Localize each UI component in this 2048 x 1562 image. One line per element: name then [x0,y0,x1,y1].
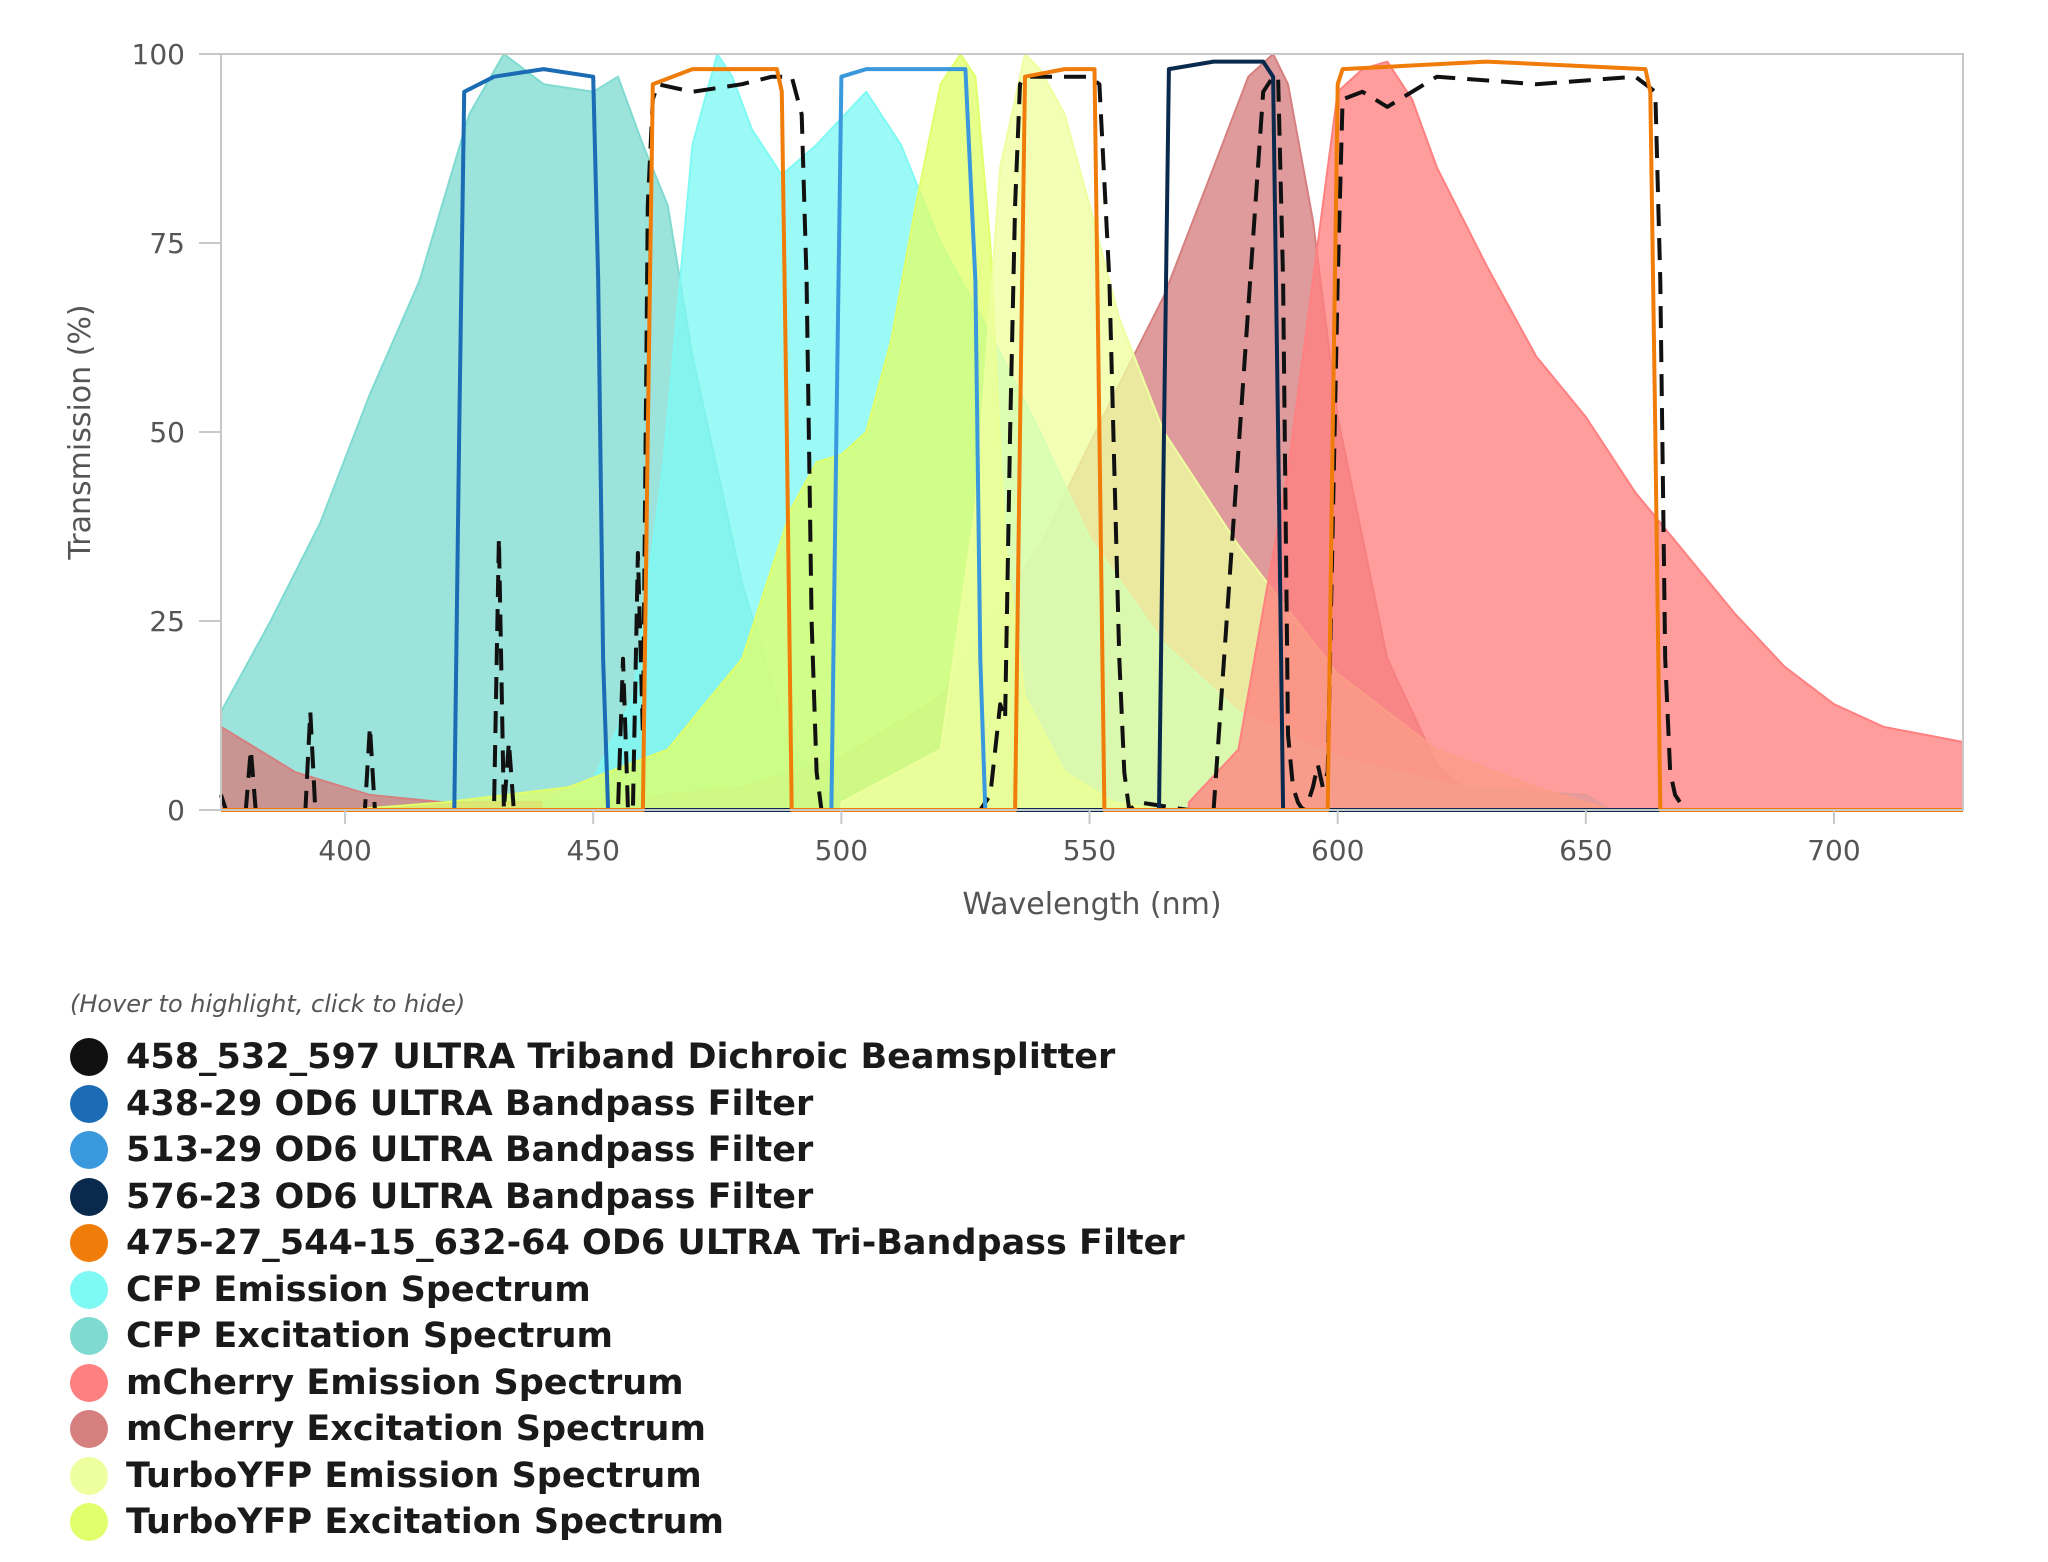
y-tick-label-50: 50 [149,416,185,449]
x-tick-label-700: 700 [1807,834,1860,867]
legend-label: TurboYFP Excitation Spectrum [126,1502,724,1543]
x-tick-label-450: 450 [566,834,619,867]
legend-label: 438-29 OD6 ULTRA Bandpass Filter [126,1083,814,1124]
legend-swatch [70,1456,108,1495]
series-475-27-544-15-632-64-od6-ultra-tri-bandpass-filter[interactable] [221,59,1963,812]
legend-item-475-27-544-15-632-64-od6-ultra-tri-bandpass-filter[interactable]: 475-27_544-15_632-64 OD6 ULTRA Tri-Bandp… [70,1220,1185,1267]
x-axis-title: Wavelength (nm) [962,887,1221,922]
legend-swatch [70,1503,108,1542]
y-tick-label-0: 0 [167,794,185,827]
series-576-23-od6-ultra-bandpass-filter[interactable] [221,59,1963,812]
x-tick-label-650: 650 [1559,834,1612,867]
series-513-29-od6-ultra-bandpass-filter[interactable] [221,67,1963,812]
legend-item-turboyfp-emission-spectrum[interactable]: TurboYFP Emission Spectrum [70,1453,1185,1500]
legend-swatch [70,1363,108,1402]
legend-label: TurboYFP Emission Spectrum [126,1455,702,1496]
legend-item-513-29-od6-ultra-bandpass-filter[interactable]: 513-29 OD6 ULTRA Bandpass Filter [70,1127,1185,1174]
series-mcherry-emission-spectrum[interactable] [1187,60,1964,811]
legend-item-cfp-emission-spectrum[interactable]: CFP Emission Spectrum [70,1267,1185,1314]
legend-item-458-532-597-ultra-triband-dichroic-beamsplitter[interactable]: 458_532_597 ULTRA Triband Dichroic Beams… [70,1034,1185,1081]
x-tick-label-500: 500 [815,834,868,867]
legend-label: 475-27_544-15_632-64 OD6 ULTRA Tri-Bandp… [126,1223,1185,1264]
legend-hint: (Hover to highlight, click to hide) [70,990,466,1018]
y-tick-label-75: 75 [149,227,185,260]
legend-item-mcherry-excitation-spectrum[interactable]: mCherry Excitation Spectrum [70,1406,1185,1453]
legend-label: 513-29 OD6 ULTRA Bandpass Filter [126,1130,814,1171]
legend-item-cfp-excitation-spectrum[interactable]: CFP Excitation Spectrum [70,1313,1185,1360]
legend-swatch [70,1270,108,1309]
y-tick-label-25: 25 [149,605,185,638]
series-layer [219,53,1964,812]
x-tick-label-400: 400 [318,834,371,867]
legend-items: 458_532_597 ULTRA Triband Dichroic Beams… [70,1034,1185,1546]
legend-label: 576-23 OD6 ULTRA Bandpass Filter [126,1176,814,1217]
legend-swatch [70,1131,108,1170]
legend-item-mcherry-emission-spectrum[interactable]: mCherry Emission Spectrum [70,1360,1185,1407]
y-axis-title: Transmission (%) [63,304,98,560]
legend-label: 458_532_597 ULTRA Triband Dichroic Beams… [126,1037,1116,1078]
legend: (Hover to highlight, click to hide) 458_… [70,990,1185,1546]
x-tick-label-600: 600 [1311,834,1364,867]
spectra-chart: 400 450 500 550 600 650 700 0 25 50 75 100 Waveleng… [63,38,1964,922]
axis-layer: 400 450 500 550 600 650 700 0 25 50 75 100 [132,38,1861,867]
legend-label: CFP Emission Spectrum [126,1269,591,1310]
legend-label: mCherry Emission Spectrum [126,1362,684,1403]
legend-swatch [70,1177,108,1216]
legend-swatch [70,1410,108,1449]
legend-swatch [70,1317,108,1356]
series-458-532-597-ultra-triband-dichroic-beamsplitter[interactable] [219,74,1963,812]
legend-item-438-29-od6-ultra-bandpass-filter[interactable]: 438-29 OD6 ULTRA Bandpass Filter [70,1081,1185,1128]
legend-item-turboyfp-excitation-spectrum[interactable]: TurboYFP Excitation Spectrum [70,1499,1185,1546]
legend-swatch [70,1084,108,1123]
legend-label: CFP Excitation Spectrum [126,1316,614,1357]
legend-swatch [70,1224,108,1263]
series-438-29-od6-ultra-bandpass-filter[interactable] [221,67,1963,812]
legend-label: mCherry Excitation Spectrum [126,1409,706,1450]
y-tick-label-100: 100 [132,38,185,71]
x-tick-label-550: 550 [1063,834,1116,867]
legend-item-576-23-od6-ultra-bandpass-filter[interactable]: 576-23 OD6 ULTRA Bandpass Filter [70,1174,1185,1221]
legend-swatch [70,1038,108,1077]
